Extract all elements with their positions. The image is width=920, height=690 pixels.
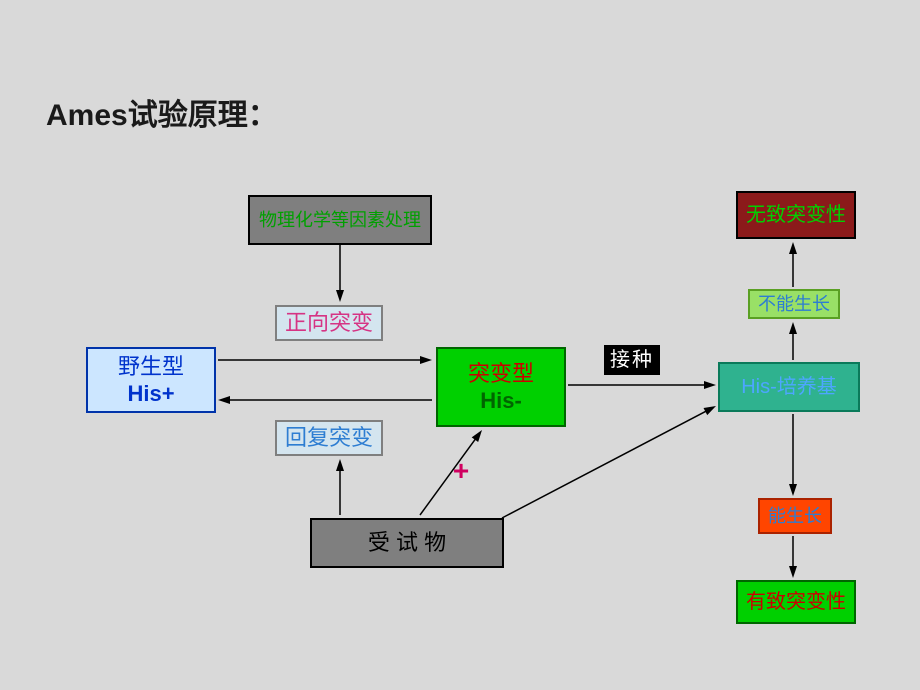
node-mutant: 突变型His-: [436, 347, 566, 427]
diagram-title: Ames试验原理：: [46, 90, 278, 134]
node-plus: +: [446, 455, 476, 485]
node-inoculate: 接种: [604, 345, 660, 375]
title-en: Ames: [46, 99, 128, 132]
node-grow: 能生长: [758, 498, 832, 534]
node-medium: His-培养基: [718, 362, 860, 412]
node-mutant-line1: 突变型: [468, 360, 534, 388]
node-muta: 有致突变性: [736, 580, 856, 624]
node-non_muta: 无致突变性: [736, 191, 856, 239]
node-no_grow: 不能生长: [748, 289, 840, 319]
node-wild: 野生型His+: [86, 347, 216, 413]
node-wild-line2: His+: [127, 380, 174, 408]
node-treatment: 物理化学等因素处理: [248, 195, 432, 245]
node-mutant-line2: His-: [480, 387, 522, 415]
node-substance: 受 试 物: [310, 518, 504, 568]
node-forward_mut: 正向突变: [275, 305, 383, 341]
node-reverse_mut: 回复突变: [275, 420, 383, 456]
title-cn: 试验原理：: [128, 99, 278, 132]
node-wild-line1: 野生型: [118, 353, 184, 381]
